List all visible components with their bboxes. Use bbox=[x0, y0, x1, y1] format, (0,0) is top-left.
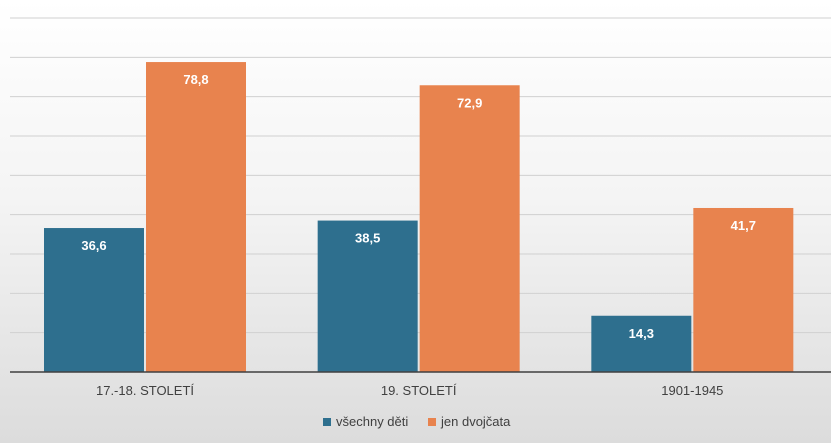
legend-swatch bbox=[428, 418, 436, 426]
bar-twins-only bbox=[419, 85, 520, 372]
category-label: 17.-18. STOLETÍ bbox=[96, 383, 194, 398]
legend-label: všechny děti bbox=[336, 414, 408, 429]
bar-all-children bbox=[44, 228, 144, 372]
bar-all-children bbox=[591, 315, 692, 372]
category-label: 19. STOLETÍ bbox=[381, 383, 457, 398]
bar-twins-only bbox=[146, 62, 246, 372]
data-label: 14,3 bbox=[629, 326, 654, 341]
bar-twins-only bbox=[693, 207, 794, 372]
data-label: 72,9 bbox=[457, 95, 482, 110]
category-label: 1901-1945 bbox=[661, 383, 723, 398]
legend-swatch bbox=[323, 418, 331, 426]
legend-label: jen dvojčata bbox=[440, 414, 511, 429]
data-label: 36,6 bbox=[81, 238, 106, 253]
data-label: 38,5 bbox=[355, 231, 380, 246]
bar-all-children bbox=[317, 220, 418, 372]
data-label: 41,7 bbox=[731, 218, 756, 233]
data-label: 78,8 bbox=[183, 72, 208, 87]
